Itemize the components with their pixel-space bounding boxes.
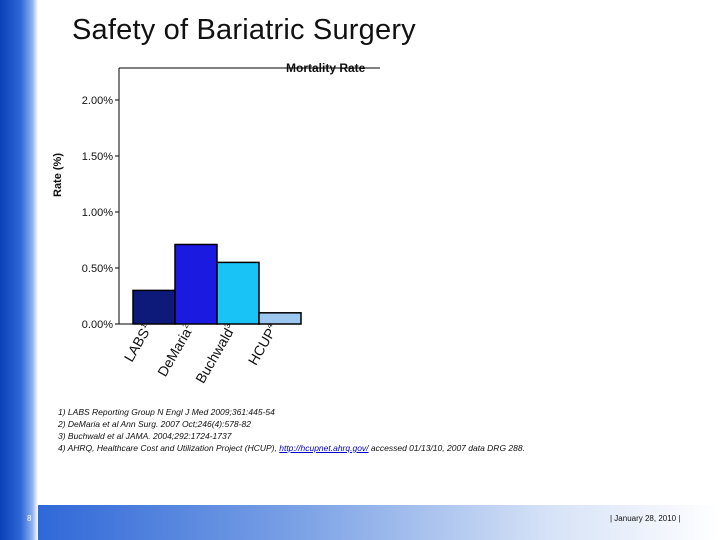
x-label-demaria: DeMaria2 xyxy=(154,321,197,379)
y-axis-title: Rate (%) xyxy=(52,153,64,197)
bar-hcup xyxy=(258,312,302,325)
slide-title: Safety of Bariatric Surgery xyxy=(72,14,416,46)
hcup-link[interactable]: http://hcupnet.ahrq.gov/ xyxy=(279,443,369,453)
y-tick-label: 2.00% xyxy=(82,95,113,107)
footnote-2: 2) DeMaria et al Ann Surg. 2007 Oct;246(… xyxy=(58,419,251,429)
footnote-4-text: 4) AHRQ, Healthcare Cost and Utilization… xyxy=(58,443,280,453)
y-tick-label: 0.50% xyxy=(82,263,113,275)
x-label-labs: LABS1 xyxy=(121,321,155,364)
bar-buchwald xyxy=(216,261,260,325)
x-label-buchwald: Buchwald3 xyxy=(192,321,239,386)
bar-demaria xyxy=(174,243,218,325)
footnote-4: 4) AHRQ, Healthcare Cost and Utilization… xyxy=(58,442,658,454)
y-tick-label: 1.50% xyxy=(82,151,113,163)
footnote-1: 1) LABS Reporting Group N Engl J Med 200… xyxy=(58,407,275,417)
x-axis-labels: LABS1 DeMaria2 Buchwald3 HCUP4 xyxy=(121,321,281,386)
footnote-3: 3) Buchwald et al JAMA. 2004;292:1724-17… xyxy=(58,431,232,441)
bottom-decorative-band xyxy=(38,505,720,540)
bar-labs xyxy=(132,289,176,325)
bars xyxy=(132,243,302,325)
footnotes: 1) LABS Reporting Group N Engl J Med 200… xyxy=(58,406,658,454)
x-label-hcup: HCUP4 xyxy=(245,321,281,368)
y-tick-label: 1.00% xyxy=(82,207,113,219)
footer-date: | January 28, 2010 | xyxy=(610,514,681,523)
left-decorative-band xyxy=(0,0,38,540)
page-number: 8 xyxy=(27,514,32,523)
y-tick-label: 0.00% xyxy=(82,319,113,331)
footnote-4-after: accessed 01/13/10, 2007 data DRG 288. xyxy=(368,443,525,453)
